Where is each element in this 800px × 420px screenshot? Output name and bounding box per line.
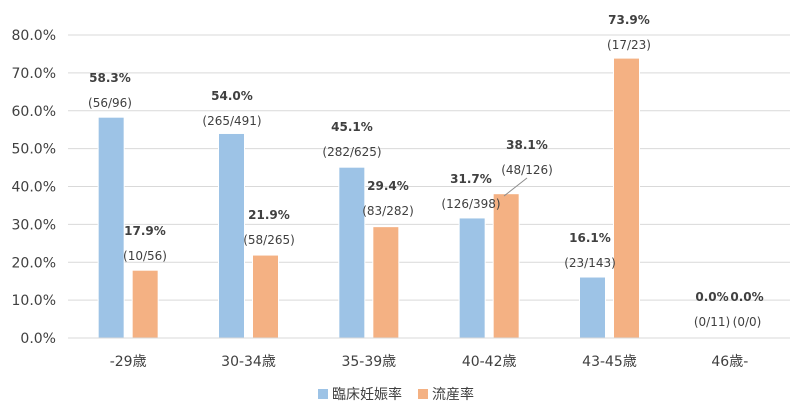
- y-tick-label: 80.0%: [12, 28, 56, 44]
- bar-clinical-pregnancy: [218, 132, 245, 339]
- data-label-count: (10/56): [123, 249, 167, 263]
- bar-clinical-pregnancy: [338, 166, 366, 339]
- y-tick-label: 70.0%: [12, 66, 56, 82]
- bar-clinical-pregnancy: [579, 276, 606, 339]
- bar-miscarriage: [613, 57, 640, 339]
- data-label-percent: 29.4%: [367, 179, 409, 193]
- y-tick-label: 50.0%: [12, 142, 56, 158]
- bars: [97, 57, 640, 339]
- data-label-percent: 38.1%: [506, 138, 548, 152]
- label-leader-line: [503, 177, 528, 197]
- data-label-count: (0/11): [694, 315, 730, 329]
- y-tick-label: 10.0%: [12, 293, 56, 309]
- data-label-count: (58/265): [243, 233, 295, 247]
- x-tick-label: 30-34歳: [221, 354, 276, 370]
- gridlines: [68, 34, 790, 301]
- bar-miscarriage: [252, 254, 279, 339]
- bar-clinical-pregnancy: [458, 217, 486, 339]
- data-label-count: (56/96): [88, 96, 132, 110]
- data-label-percent: 54.0%: [211, 89, 253, 103]
- x-tick-label: -29歳: [110, 354, 147, 370]
- bar-clinical-pregnancy: [97, 116, 125, 339]
- y-axis: 0.0% 10.0% 20.0% 30.0% 40.0% 50.0% 60.0% 70.0% 8…: [12, 28, 56, 347]
- y-tick-label: 40.0%: [12, 180, 56, 196]
- legend-label: 臨床妊娠率: [332, 386, 402, 403]
- legend: 臨床妊娠率 流産率: [318, 386, 474, 403]
- data-label-percent: 0.0%: [730, 290, 763, 304]
- data-label-percent: 58.3%: [89, 71, 131, 85]
- y-tick-label: 20.0%: [12, 255, 56, 271]
- data-label-count: (48/126): [501, 163, 553, 177]
- data-label-percent: 16.1%: [569, 231, 611, 245]
- bar-miscarriage: [492, 193, 520, 339]
- y-tick-label: 60.0%: [12, 104, 56, 120]
- data-label-percent: 21.9%: [248, 208, 290, 222]
- data-label-count: (83/282): [362, 204, 414, 218]
- data-labels: 58.3% (56/96) 54.0% (265/491) 45.1% (282/625)…: [88, 13, 764, 329]
- x-tick-label: 35-39歳: [341, 354, 396, 370]
- bar-miscarriage: [372, 226, 400, 339]
- data-label-count: (126/398): [441, 197, 500, 211]
- data-label-percent: 45.1%: [331, 120, 373, 134]
- legend-label: 流産率: [432, 386, 474, 403]
- data-label-count: (265/491): [202, 114, 261, 128]
- x-tick-label: 46歳-: [711, 354, 748, 370]
- data-label-count: (0/0): [733, 315, 762, 329]
- x-tick-label: 43-45歳: [582, 354, 637, 370]
- legend-swatch: [418, 389, 428, 399]
- data-label-percent: 31.7%: [450, 172, 492, 186]
- y-tick-label: 30.0%: [12, 217, 56, 233]
- data-label-percent: 0.0%: [695, 290, 728, 304]
- data-label-count: (17/23): [607, 38, 651, 52]
- data-label-count: (282/625): [322, 145, 381, 159]
- legend-swatch: [318, 389, 328, 399]
- data-label-percent: 17.9%: [124, 224, 166, 238]
- y-tick-label: 0.0%: [20, 331, 56, 347]
- bar-miscarriage: [131, 269, 159, 339]
- data-label-count: (23/143): [564, 256, 616, 270]
- data-label-percent: 73.9%: [608, 13, 650, 27]
- x-tick-label: 40-42歳: [462, 354, 517, 370]
- x-axis: -29歳 30-34歳 35-39歳 40-42歳 43-45歳 46歳-: [68, 337, 790, 370]
